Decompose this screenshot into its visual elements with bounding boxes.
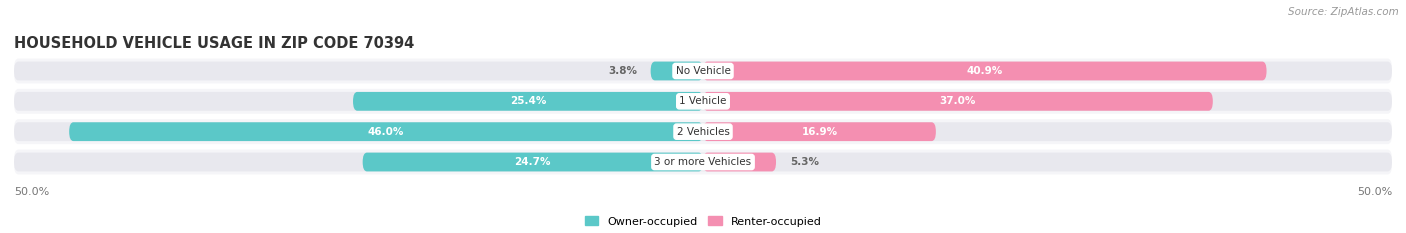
Legend: Owner-occupied, Renter-occupied: Owner-occupied, Renter-occupied [581, 212, 825, 231]
Text: 1 Vehicle: 1 Vehicle [679, 96, 727, 106]
FancyBboxPatch shape [69, 122, 703, 141]
Text: 50.0%: 50.0% [1357, 187, 1392, 197]
Text: 5.3%: 5.3% [790, 157, 818, 167]
Text: 3 or more Vehicles: 3 or more Vehicles [654, 157, 752, 167]
Text: HOUSEHOLD VEHICLE USAGE IN ZIP CODE 70394: HOUSEHOLD VEHICLE USAGE IN ZIP CODE 7039… [14, 36, 415, 51]
Text: No Vehicle: No Vehicle [675, 66, 731, 76]
FancyBboxPatch shape [14, 62, 1392, 80]
FancyBboxPatch shape [14, 89, 1392, 114]
FancyBboxPatch shape [703, 153, 776, 171]
Text: 16.9%: 16.9% [801, 127, 838, 137]
FancyBboxPatch shape [14, 122, 1392, 141]
Text: 2 Vehicles: 2 Vehicles [676, 127, 730, 137]
FancyBboxPatch shape [703, 62, 1267, 80]
FancyBboxPatch shape [14, 150, 1392, 175]
FancyBboxPatch shape [703, 92, 1213, 111]
FancyBboxPatch shape [651, 62, 703, 80]
Text: 37.0%: 37.0% [939, 96, 976, 106]
FancyBboxPatch shape [14, 153, 1392, 171]
Text: 50.0%: 50.0% [14, 187, 49, 197]
Text: 46.0%: 46.0% [368, 127, 405, 137]
FancyBboxPatch shape [353, 92, 703, 111]
FancyBboxPatch shape [14, 119, 1392, 144]
Text: 24.7%: 24.7% [515, 157, 551, 167]
Text: Source: ZipAtlas.com: Source: ZipAtlas.com [1288, 7, 1399, 17]
Text: 3.8%: 3.8% [607, 66, 637, 76]
Text: 25.4%: 25.4% [510, 96, 546, 106]
Text: 40.9%: 40.9% [967, 66, 1002, 76]
FancyBboxPatch shape [14, 58, 1392, 83]
FancyBboxPatch shape [14, 92, 1392, 111]
FancyBboxPatch shape [703, 122, 936, 141]
FancyBboxPatch shape [363, 153, 703, 171]
